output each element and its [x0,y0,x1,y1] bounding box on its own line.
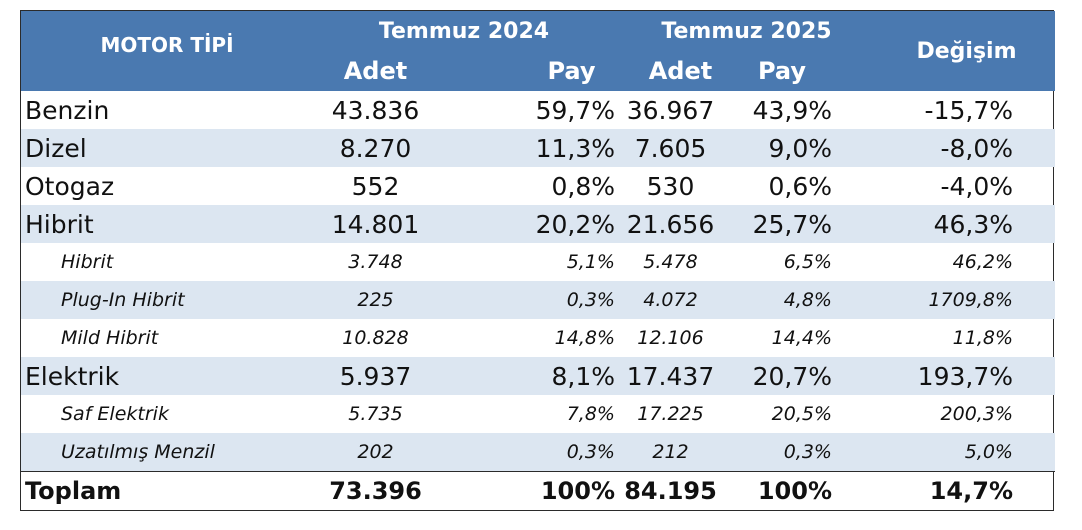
adet-2024-cell: 10.828 [342,327,409,349]
table-row: Benzin 43.836 59,7% 36.967 43,9% -15,7% [21,91,1055,129]
pay-2025-cell: 9,0% [726,129,878,167]
change-cell: 200,3% [940,403,1013,425]
pay-2025-cell: 20,7% [726,357,878,395]
total-change-cell: 14,7% [878,471,1055,510]
total-adet-2024-cell: 73.396 [313,471,438,510]
pay-2024-cell: 5,1% [566,251,615,273]
motor-type-table-container: MOTOR TİPİ Temmuz 2024 Temmuz 2025 Değiş… [20,10,1055,511]
adet-2024-cell: 3.748 [348,251,403,273]
pay-2024-cell: 0,8% [551,171,615,201]
adet-2025-cell: 530 [646,171,695,201]
table-row: Uzatılmış Menzil 202 0,3% 212 0,3% 5,0% [21,433,1055,472]
table-row: Mild Hibrit 10.828 14,8% 12.106 14,4% 11… [21,319,1055,357]
period-2025-header: Temmuz 2025 [615,11,878,51]
row-label: Elektrik [21,357,313,395]
table-row: Dizel 8.270 11,3% 7.605 9,0% -8,0% [21,129,1055,167]
row-label: Uzatılmış Menzil [21,433,313,472]
row-label: Hibrit [21,205,313,243]
pay-2024-cell: 11,3% [438,129,615,167]
pay-2024-cell: 0,3% [438,433,615,472]
adet-2024-cell: 8.270 [313,129,438,167]
adet-2024-cell: 43.836 [331,95,420,125]
pay-2025-cell: 0,3% [726,433,878,472]
pay-2025-cell: 14,4% [771,327,832,349]
total-adet-2025-cell: 84.195 [615,471,726,510]
change-cell: 1709,8% [878,281,1055,319]
total-row: Toplam 73.396 100% 84.195 100% 14,7% [21,471,1055,510]
pay-2024-cell: 20,2% [438,205,615,243]
adet-2025-cell: 5.478 [643,251,698,273]
row-label: Benzin [25,95,110,125]
pay-2024-cell: 8,1% [438,357,615,395]
table-body: Benzin 43.836 59,7% 36.967 43,9% -15,7% … [21,91,1055,510]
table-row: Saf Elektrik 5.735 7,8% 17.225 20,5% 200… [21,395,1055,433]
period-2024-header: Temmuz 2024 [313,11,615,51]
adet-2025-cell: 7.605 [615,129,726,167]
pay-2025-cell: 0,6% [768,171,832,201]
change-cell: 46,3% [878,205,1055,243]
table-row: Elektrik 5.937 8,1% 17.437 20,7% 193,7% [21,357,1055,395]
table-row: Hibrit 14.801 20,2% 21.656 25,7% 46,3% [21,205,1055,243]
pay-2025-cell: 43,9% [752,95,832,125]
adet-2025-cell: 4.072 [615,281,726,319]
header-row-subcolumns: Adet Pay Adet Pay [21,51,1055,91]
pay-2025-cell: 20,5% [771,403,832,425]
adet-2025-cell: 17.437 [615,357,726,395]
motor-type-sales-table: MOTOR TİPİ Temmuz 2024 Temmuz 2025 Değiş… [21,11,1055,510]
pay-2024-header: Pay [438,51,615,91]
table-row: Otogaz 552 0,8% 530 0,6% -4,0% [21,167,1055,205]
adet-2024-cell: 552 [351,171,400,201]
pay-2025-header: Pay [726,51,878,91]
row-label: Saf Elektrik [61,403,169,425]
change-cell: -4,0% [940,171,1013,201]
change-cell: 193,7% [878,357,1055,395]
row-label: Dizel [21,129,313,167]
adet-2025-header: Adet [615,51,726,91]
row-label: Otogaz [25,171,115,201]
row-label: Mild Hibrit [61,327,159,349]
adet-2024-cell: 225 [313,281,438,319]
total-pay-2024-cell: 100% [438,471,615,510]
pay-2025-cell: 4,8% [726,281,878,319]
header-row-periods: MOTOR TİPİ Temmuz 2024 Temmuz 2025 Değiş… [21,11,1055,91]
total-label: Toplam [21,471,313,510]
adet-2024-cell: 14.801 [313,205,438,243]
adet-2024-cell: 5.735 [348,403,403,425]
table-header: MOTOR TİPİ Temmuz 2024 Temmuz 2025 Değiş… [21,11,1055,91]
adet-2024-cell: 5.937 [313,357,438,395]
adet-2024-cell: 202 [313,433,438,472]
adet-2025-cell: 36.967 [626,95,715,125]
total-pay-2025-cell: 100% [726,471,878,510]
change-cell: 5,0% [878,433,1055,472]
change-cell: -15,7% [924,95,1013,125]
pay-2025-cell: 25,7% [726,205,878,243]
change-cell: 11,8% [952,327,1013,349]
table-row: Plug-In Hibrit 225 0,3% 4.072 4,8% 1709,… [21,281,1055,319]
pay-2024-cell: 59,7% [535,95,615,125]
motor-tipi-header: MOTOR TİPİ [21,11,313,91]
pay-2024-cell: 7,8% [566,403,615,425]
adet-2025-cell: 17.225 [637,403,704,425]
pay-2024-cell: 0,3% [438,281,615,319]
table-row: Hibrit 3.748 5,1% 5.478 6,5% 46,2% [21,243,1055,281]
row-label: Hibrit [61,251,114,273]
pay-2025-cell: 6,5% [783,251,832,273]
pay-2024-cell: 14,8% [554,327,615,349]
change-header: Değişim [878,11,1055,91]
adet-2025-cell: 12.106 [637,327,704,349]
adet-2025-cell: 212 [615,433,726,472]
change-cell: -8,0% [878,129,1055,167]
change-cell: 46,2% [952,251,1013,273]
adet-2025-cell: 21.656 [615,205,726,243]
adet-2024-header: Adet [313,51,438,91]
row-label: Plug-In Hibrit [21,281,313,319]
